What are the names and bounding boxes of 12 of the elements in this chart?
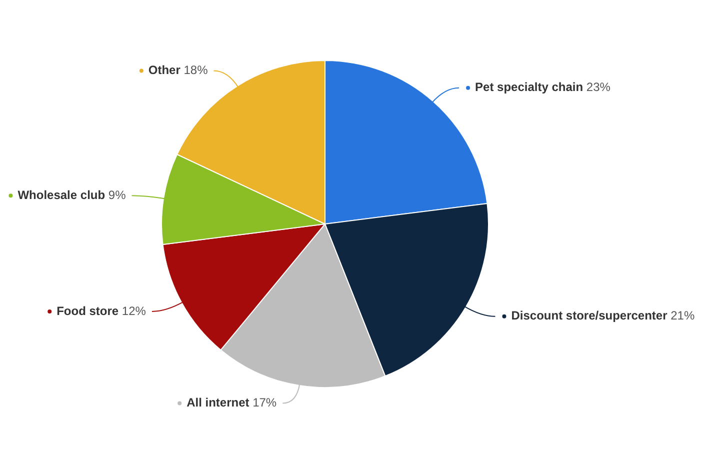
legend-label: Discount store/supercenter [511,308,671,323]
data-label: 9% [108,188,126,202]
data-label: 21% [670,308,695,323]
legend-label: Wholesale club [18,188,108,202]
legend-label: Food store [56,304,122,318]
data-label: 23% [586,80,611,94]
legend-label: Other [148,63,184,78]
legend-label: All internet [186,396,253,410]
data-label: 18% [184,63,208,78]
legend-label: Pet specialty chain [475,80,586,94]
data-label: 17% [252,396,277,410]
data-label: 12% [122,304,146,318]
